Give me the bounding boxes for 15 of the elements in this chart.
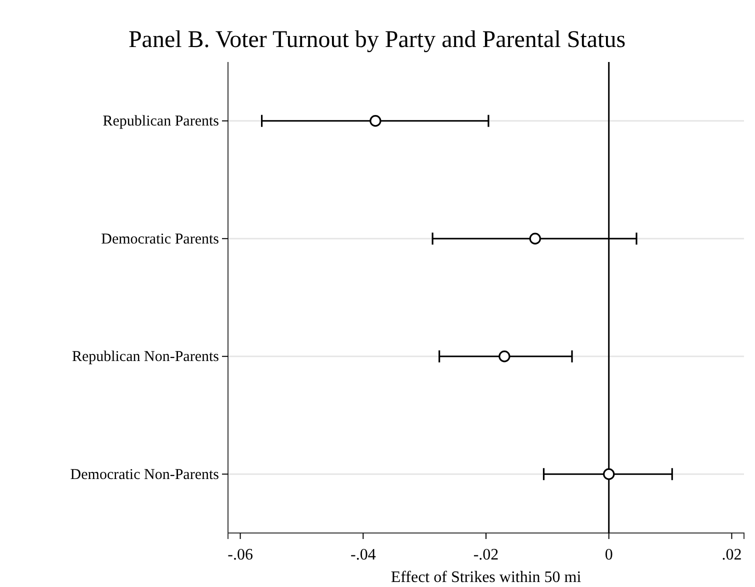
- y-tick-label: Republican Non-Parents: [72, 349, 220, 366]
- x-tick-label: -.06: [228, 546, 253, 564]
- point: [498, 350, 510, 362]
- point: [370, 115, 382, 127]
- point: [603, 468, 615, 480]
- x-tick-label: -.04: [350, 546, 376, 564]
- x-tick-label: 0: [604, 546, 613, 564]
- point: [529, 232, 541, 244]
- x-axis-title: Effect of Strikes within 50 mi: [390, 569, 582, 586]
- y-tick-label: Democratic Parents: [101, 231, 220, 248]
- y-tick-label: Democratic Non-Parents: [70, 466, 220, 483]
- chart-title: Panel B. Voter Turnout by Party and Parental Status: [128, 27, 626, 53]
- y-tick-label: Republican Parents: [102, 114, 220, 130]
- x-tick-label: -.02: [473, 546, 499, 564]
- x-tick-label: .02: [722, 546, 742, 564]
